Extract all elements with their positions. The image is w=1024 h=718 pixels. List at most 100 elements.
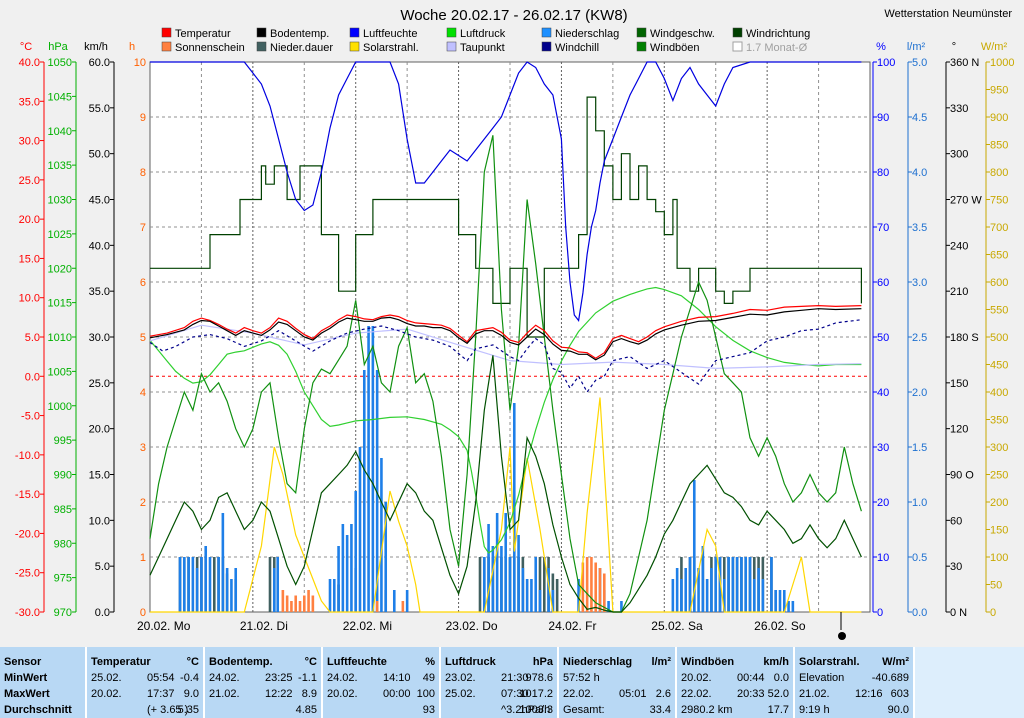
rain-bar <box>332 579 336 612</box>
rain-tick-label: 5.0 <box>912 57 927 69</box>
stats-cell: 17.7 <box>767 704 789 716</box>
hours-tick-label: 10 <box>134 57 146 69</box>
stats-cell: 14:10 <box>383 672 411 684</box>
solar-tick-label: 500 <box>990 332 1008 344</box>
stats-row: 24.02. 14:10 49 <box>327 670 435 686</box>
stats-cell: 21.02. <box>799 688 830 700</box>
direction-tick-label: 360 N <box>950 57 979 69</box>
stats-row: 21.02. 12:22 8.9 <box>209 686 317 702</box>
stats-column: Luftdruck hPa 23.02. 21:30 978.6 25.02. 07:30 1… <box>441 647 559 718</box>
legend-swatch <box>732 27 743 38</box>
stats-cell: 21.02. <box>209 688 240 700</box>
legend-swatch <box>349 41 360 52</box>
temp-tick-label: 10.0 <box>19 293 40 305</box>
stats-cell: (+ 3.65 ) <box>147 704 189 716</box>
pressure-tick-label: 1020 <box>48 263 72 275</box>
row-label-title: Sensor <box>4 656 42 668</box>
wind-tick-label: 15.0 <box>89 470 110 482</box>
rain-bar <box>692 480 696 612</box>
rain-bar <box>276 557 280 612</box>
wind-tick-label: 5.0 <box>95 561 110 573</box>
stats-cell: °C <box>186 656 199 668</box>
wind-tick-label: 10.0 <box>89 515 110 527</box>
rain-bar <box>748 557 752 612</box>
rain-bar <box>791 601 795 612</box>
stats-row: 57:52 h <box>563 670 671 686</box>
pressure-tick-label: 1035 <box>48 160 72 172</box>
rain-bar <box>547 568 550 612</box>
rain-bar <box>551 590 555 612</box>
row-label-min: MinWert <box>4 672 48 684</box>
now-marker <box>838 632 846 640</box>
stats-cell: 603 <box>890 688 909 700</box>
stats-cell: 52.0 <box>767 688 789 700</box>
hours-tick-label: 9 <box>140 112 146 124</box>
stats-cell: Luftdruck <box>445 656 496 668</box>
legend-swatch <box>541 27 552 38</box>
stats-header: Temperatur °C <box>91 654 199 670</box>
stats-cell: ^3.2hPa/h <box>501 704 551 716</box>
rain-bar <box>208 557 212 612</box>
line-layer <box>149 61 862 613</box>
stats-cell: 24.02. <box>209 672 240 684</box>
rain-bar <box>482 557 486 612</box>
stats-cell: l/m² <box>651 656 671 668</box>
legend-item: Windchill <box>541 41 599 54</box>
axis-layer: 40.035.030.025.020.015.010.05.00.0-5.0-1… <box>15 41 1015 633</box>
sunshine-bar <box>281 590 285 612</box>
sunshine-bar <box>585 557 589 612</box>
rain-bar <box>328 579 332 612</box>
solar-tick-label: 100 <box>990 552 1008 564</box>
solar-tick-label: 950 <box>990 85 1008 97</box>
rain-bar <box>367 326 370 612</box>
wind-tick-label: 25.0 <box>89 378 110 390</box>
stats-cell: Luftfeuchte <box>327 656 387 668</box>
stats-row: 9:19 h 90.0 <box>799 702 909 718</box>
stats-row: 25.02. 07:30 1017.2 <box>445 686 553 702</box>
rain-bar <box>230 579 233 612</box>
legend-item: Bodentemp. <box>256 27 329 40</box>
solar-tick-label: 400 <box>990 387 1008 399</box>
rain-bar <box>774 590 778 612</box>
pressure-tick-label: 980 <box>54 538 72 550</box>
direction-tick-label: 210 <box>950 286 968 298</box>
stats-cell: 21:30 <box>501 672 529 684</box>
stats-header: Luftfeuchte% <box>327 654 435 670</box>
rain-bar <box>752 579 756 612</box>
wind-gusts-line <box>149 135 862 613</box>
rain-bar <box>778 590 782 612</box>
stats-row: 20.02. 17:37 9.0 <box>91 686 199 702</box>
rain-bar <box>770 557 773 612</box>
rain-bar <box>701 546 705 612</box>
pressure-tick-label: 985 <box>54 504 72 516</box>
temp-tick-label: 20.0 <box>19 214 40 226</box>
rain-tick-label: 1.0 <box>912 497 927 509</box>
solar-tick-label: 600 <box>990 277 1008 289</box>
stats-row: ^3.2hPa/h 1003.3 <box>445 702 553 718</box>
legend-label: Windchill <box>555 42 599 54</box>
direction-tick-label: 60 <box>950 515 962 527</box>
solar-tick-label: 50 <box>990 580 1002 592</box>
rain-bar <box>178 557 182 612</box>
stats-filler <box>915 647 1024 718</box>
x-tick-label: 21.02. Di <box>240 619 288 633</box>
hours-tick-label: 6 <box>140 277 146 289</box>
stats-cell: 00:00 <box>383 688 411 700</box>
stats-row: 20.02. 00:44 0.0 <box>681 670 789 686</box>
sunshine-bar <box>307 590 310 612</box>
x-tick-label: 22.02. Mi <box>343 619 392 633</box>
legend-checkbox <box>732 41 743 52</box>
humidity-tick-label: 50 <box>877 332 889 344</box>
legend-item: Windböen <box>636 41 700 54</box>
solar-tick-label: 0 <box>990 607 996 619</box>
stats-cell: 9.0 <box>183 688 199 700</box>
stats-column: Niederschlag l/m² 57:52 h 22.02. 05:01 2.6 Ges… <box>559 647 677 718</box>
rain-unit-label: l/m² <box>907 41 926 53</box>
direction-tick-label: 270 W <box>950 195 982 207</box>
wind-unit-label: km/h <box>84 41 108 53</box>
rain-bar <box>182 557 186 612</box>
stats-cell: 12:22 <box>265 688 293 700</box>
rain-bar <box>714 557 718 612</box>
hours-tick-label: 4 <box>140 387 146 399</box>
temp-tick-label: 25.0 <box>19 175 40 187</box>
